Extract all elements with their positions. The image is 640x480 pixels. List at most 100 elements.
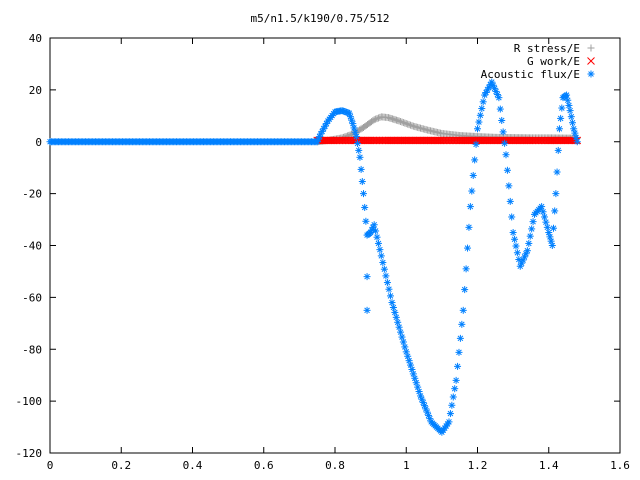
data-point — [376, 246, 384, 254]
data-point — [540, 213, 548, 221]
data-point — [525, 239, 533, 247]
data-point — [496, 105, 504, 113]
data-point — [502, 151, 510, 159]
data-point — [401, 119, 409, 127]
data-point — [401, 343, 409, 351]
data-point — [529, 218, 537, 226]
data-point — [501, 139, 509, 147]
data-point — [471, 156, 479, 164]
data-point — [370, 221, 378, 229]
plot-frame — [49, 37, 621, 454]
x-tick-label: 0.2 — [111, 459, 131, 472]
data-point — [370, 116, 378, 124]
data-point — [405, 121, 413, 129]
data-point — [564, 96, 572, 104]
data-point — [358, 178, 366, 186]
data-point — [464, 244, 472, 252]
data-point — [475, 118, 483, 126]
data-point — [567, 113, 575, 121]
data-point — [461, 286, 469, 294]
series-1 — [313, 136, 582, 145]
data-point — [356, 153, 364, 161]
data-point — [407, 121, 415, 129]
data-point — [538, 203, 546, 211]
data-point — [380, 265, 388, 273]
data-point — [373, 115, 381, 123]
data-point — [550, 224, 557, 232]
data-point — [478, 105, 486, 113]
data-point — [509, 229, 517, 237]
data-point — [399, 119, 407, 127]
legend-marker — [587, 70, 595, 78]
data-point — [445, 418, 453, 426]
x-tick-label: 1.4 — [539, 459, 559, 472]
data-point — [449, 393, 457, 401]
data-point — [373, 233, 381, 241]
data-point — [503, 166, 511, 174]
x-tick-label: 0 — [47, 459, 54, 472]
data-point — [452, 376, 460, 384]
data-point — [395, 323, 403, 331]
x-tick-label: 0.4 — [183, 459, 203, 472]
data-point — [462, 265, 470, 273]
data-point — [360, 190, 367, 198]
data-point — [573, 138, 581, 146]
data-point — [513, 249, 521, 257]
data-point — [383, 279, 391, 287]
data-point — [566, 107, 574, 115]
data-point — [398, 118, 406, 126]
x-ticks: 0 0.2 0.4 0.6 0.8 1 1.2 1.4 1.6 — [47, 38, 630, 472]
data-point — [553, 168, 561, 176]
x-tick-label: 0.8 — [325, 459, 345, 472]
data-point — [555, 125, 563, 133]
data-point — [394, 318, 402, 326]
data-point — [454, 362, 462, 370]
data-point — [472, 140, 480, 148]
data-point — [523, 247, 531, 255]
data-point — [361, 203, 369, 211]
y-tick-label: -40 — [22, 240, 42, 253]
data-point — [374, 239, 382, 247]
legend-marker — [587, 44, 595, 52]
data-point — [372, 115, 380, 123]
data-point — [542, 218, 550, 226]
data-point — [505, 182, 513, 190]
x-tick-label: 1.2 — [468, 459, 488, 472]
data-point — [355, 146, 363, 154]
data-point — [469, 171, 477, 179]
x-tick-label: 0.6 — [254, 459, 274, 472]
data-point — [456, 334, 464, 342]
data-point — [352, 133, 360, 141]
data-point — [466, 203, 474, 211]
y-ticks: 40 20 0 -20 -40 -60 -80 -100 -120 — [16, 32, 620, 460]
y-tick-label: 40 — [29, 32, 42, 45]
data-point — [382, 272, 390, 280]
data-point-outlier — [363, 273, 371, 281]
data-point — [526, 232, 534, 240]
data-point — [499, 128, 507, 136]
data-point — [354, 139, 362, 147]
data-point — [362, 217, 370, 225]
legend-label: Acoustic flux/E — [481, 68, 580, 81]
data-point — [446, 410, 454, 418]
data-point — [458, 320, 466, 328]
data-point — [474, 125, 481, 133]
data-point — [539, 208, 547, 216]
data-point — [557, 114, 565, 122]
data-point — [563, 91, 571, 99]
data-point — [350, 124, 358, 132]
data-point — [404, 120, 412, 128]
data-point — [448, 401, 456, 409]
y-tick-label: -100 — [16, 395, 43, 408]
data-point — [398, 333, 406, 341]
chart-title: m5/n1.5/k190/0.75/512 — [250, 12, 389, 25]
y-tick-label: 0 — [35, 136, 42, 149]
data-point — [468, 187, 476, 195]
x-tick-label: 1.6 — [610, 459, 630, 472]
data-point — [479, 98, 487, 106]
y-tick-label: -80 — [22, 343, 42, 356]
x-tick-label: 1 — [403, 459, 410, 472]
data-point — [552, 190, 560, 198]
data-point — [459, 306, 467, 314]
